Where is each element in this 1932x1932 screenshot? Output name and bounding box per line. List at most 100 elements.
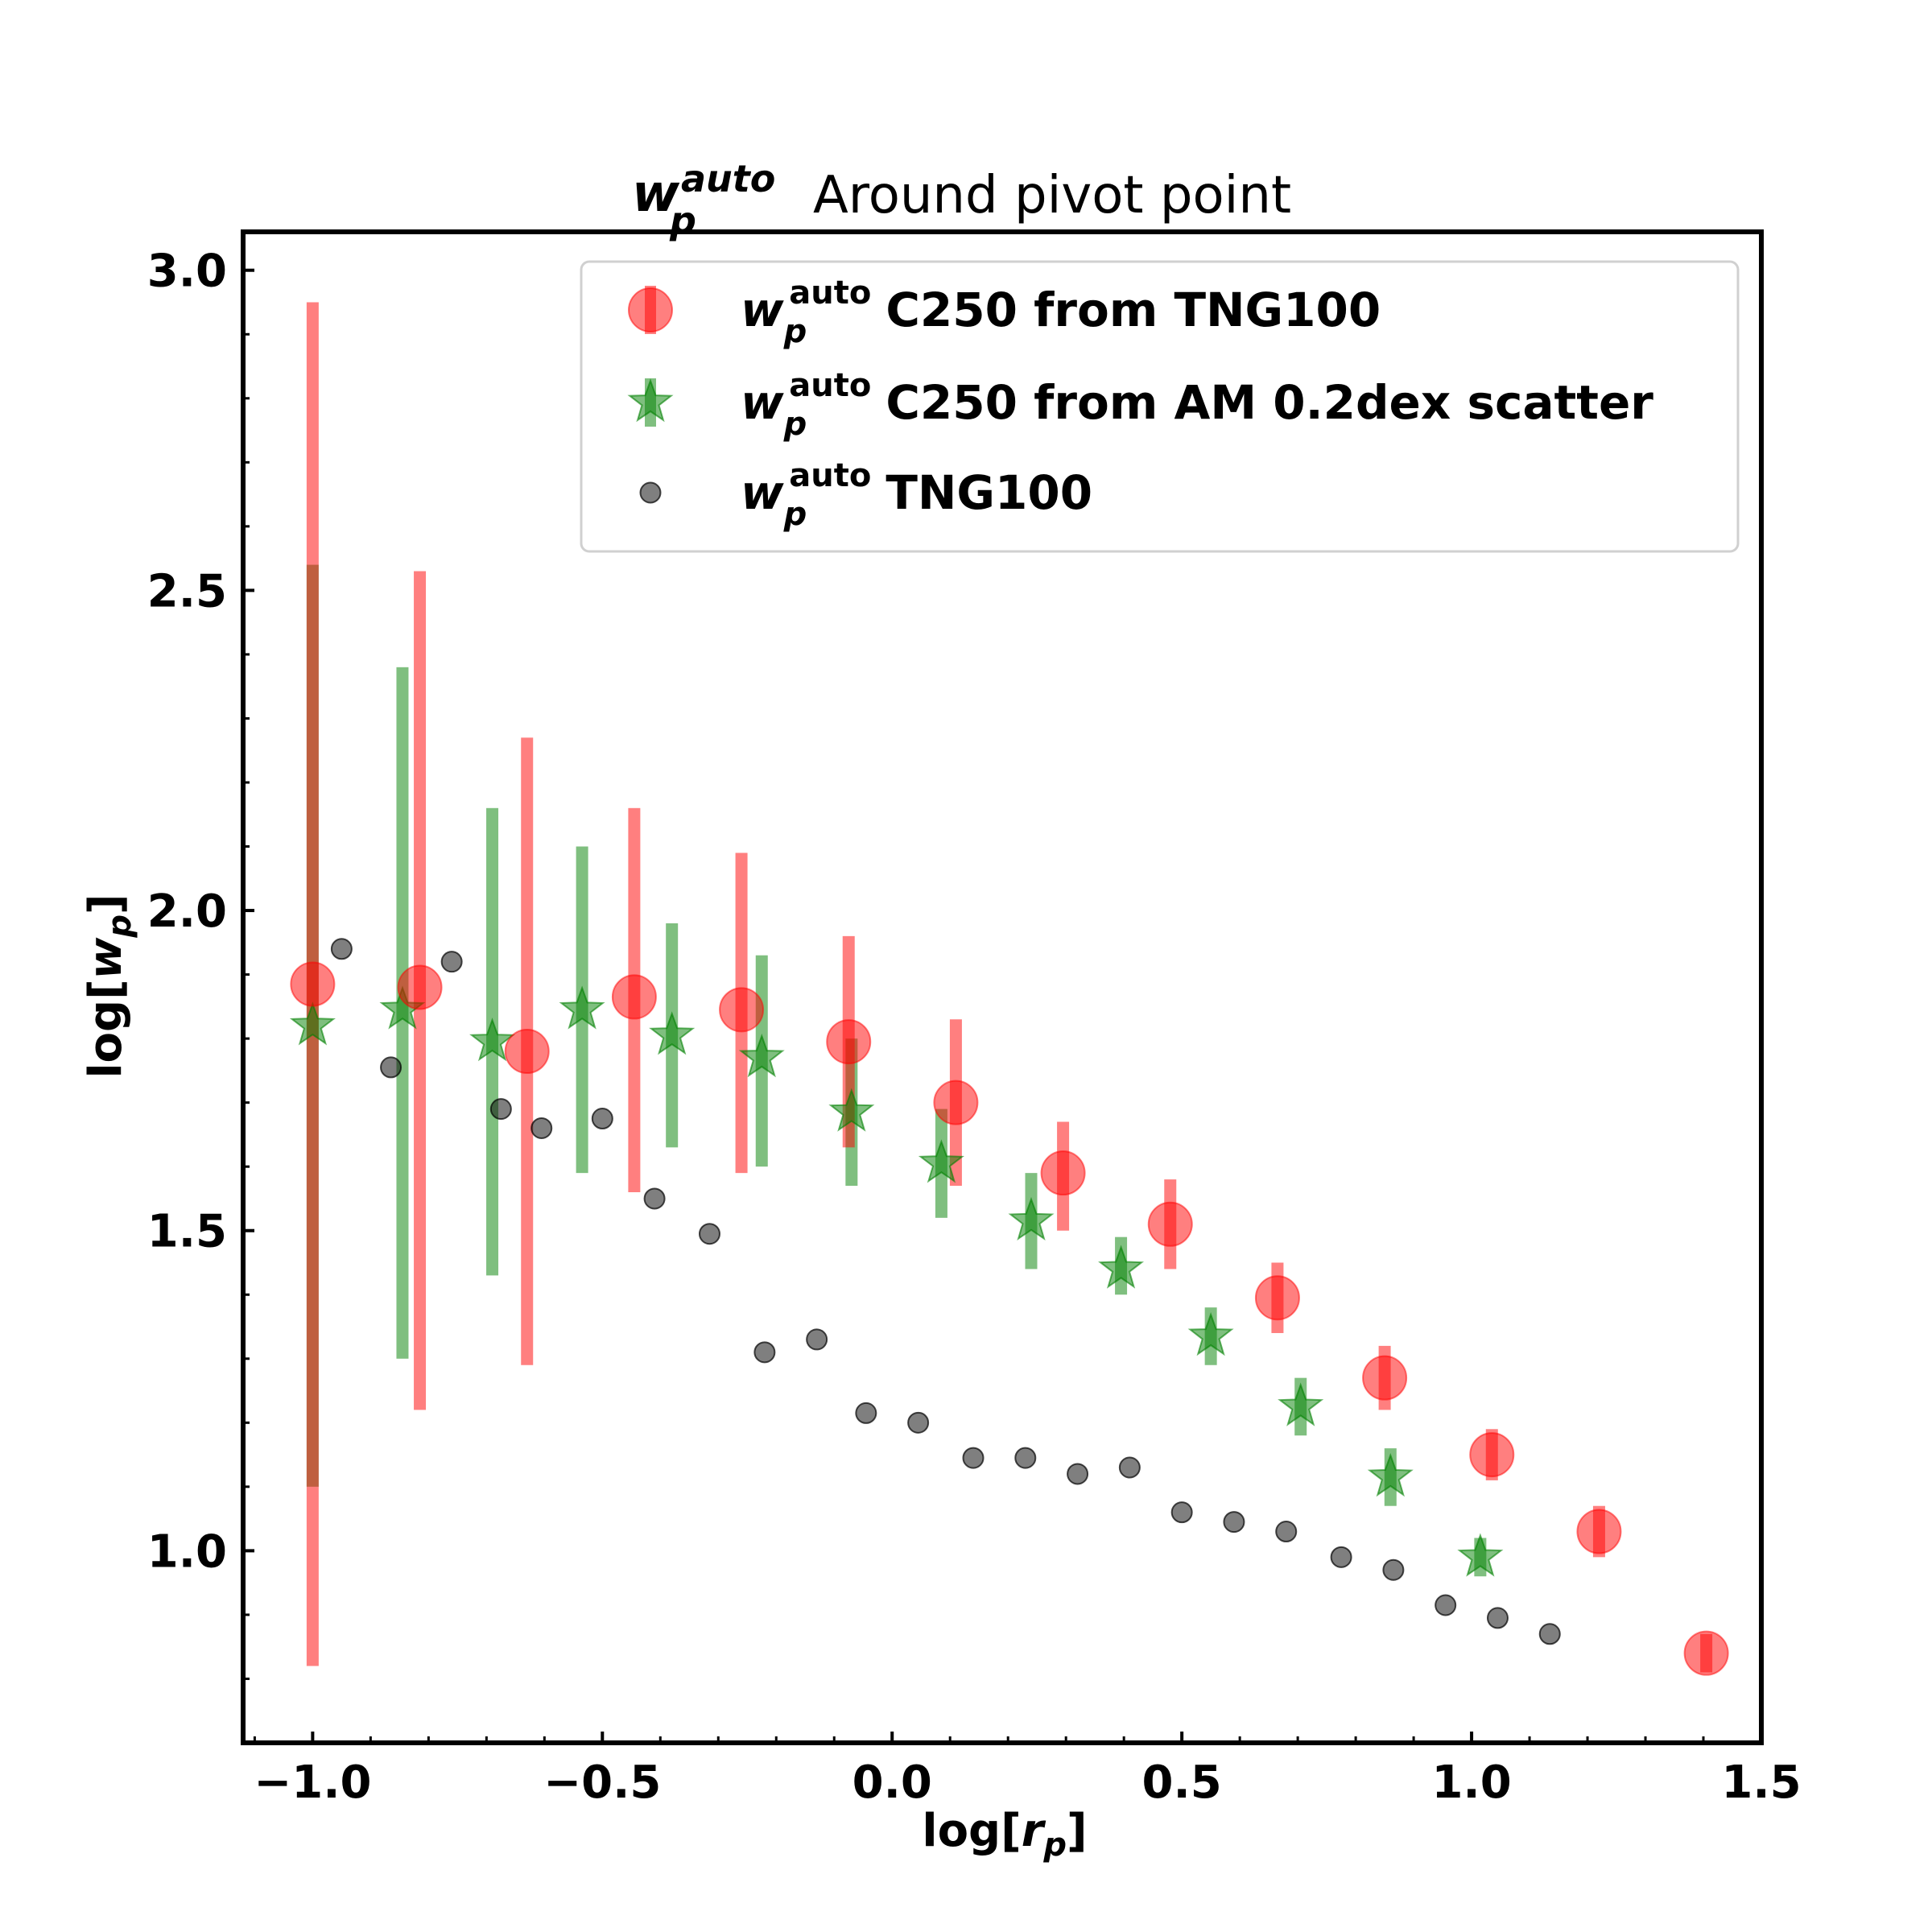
legend-symbol: w — [741, 375, 784, 430]
legend-symbol-sub: p — [783, 406, 807, 443]
am-c250-point — [649, 1011, 696, 1055]
tng100-c250-point — [1362, 1355, 1408, 1401]
legend-marker-am-c250 — [627, 378, 674, 423]
legend-symbol-sub: p — [783, 313, 807, 350]
tng100-point — [1170, 1501, 1193, 1524]
legend-symbol-sub: p — [783, 496, 807, 533]
y-axis-label: log[wp] — [80, 894, 138, 1078]
tng100-point — [806, 1328, 828, 1351]
y-label-prefix: log[ — [80, 979, 132, 1078]
tng100-point — [1118, 1456, 1141, 1479]
markers-layer — [289, 938, 1729, 1676]
errorbars-layer — [306, 302, 1713, 1673]
am-c250-point — [1457, 1533, 1504, 1577]
tng100-c250-point — [1576, 1509, 1622, 1554]
am-c250-point — [1278, 1382, 1324, 1426]
x-axis-label: log[rp] — [922, 1805, 1087, 1864]
tng100-point — [962, 1447, 985, 1469]
tng100-point — [1486, 1607, 1509, 1629]
tng100-point — [1538, 1623, 1561, 1645]
tng100-point — [1435, 1594, 1457, 1616]
tng100-point — [1275, 1521, 1298, 1543]
tng100-point — [855, 1402, 877, 1424]
legend-marker-tng100 — [639, 481, 662, 504]
title-symbol-sup: auto — [681, 157, 775, 200]
legend-label-2: wpauto TNG100 — [741, 457, 1092, 533]
tng100-point — [643, 1187, 666, 1210]
tng100-c250-point — [826, 1019, 872, 1065]
tng100-c250-point — [1683, 1630, 1729, 1676]
tng100-point — [530, 1117, 553, 1139]
legend-label-0: wpauto C250 from TNG100 — [741, 275, 1381, 350]
y-label-var: w — [80, 937, 132, 979]
am-c250-point — [738, 1034, 785, 1078]
legend-text: C250 from AM 0.2dex scatter — [886, 375, 1653, 430]
x-tick-label: −1.0 — [254, 1757, 371, 1809]
y-tick-label: 1.5 — [147, 1206, 227, 1258]
tng100-point — [698, 1223, 720, 1245]
legend-symbol-sup: auto — [789, 367, 871, 404]
x-tick-label: 0.5 — [1142, 1757, 1222, 1809]
x-tick-label: 1.5 — [1721, 1757, 1801, 1809]
y-tick-label: 1.0 — [147, 1525, 227, 1578]
am-c250-point — [1187, 1312, 1234, 1356]
y-label-suffix: ] — [80, 894, 132, 914]
legend-text: TNG100 — [886, 465, 1092, 520]
tng100-point — [330, 938, 353, 960]
plot-frame — [241, 229, 1764, 1745]
legend-marker-tng100-c250 — [628, 287, 673, 332]
tng100-c250-point — [290, 961, 336, 1007]
x-label-suffix: ] — [1067, 1805, 1088, 1857]
am-c250-point — [1367, 1452, 1414, 1497]
tng100-point — [1014, 1447, 1037, 1469]
y-label-sub: p — [101, 914, 138, 939]
x-tick-label: 0.0 — [852, 1757, 932, 1809]
tng100-point — [1067, 1463, 1089, 1485]
legend-box — [580, 260, 1740, 553]
am-c250-point — [1098, 1245, 1145, 1289]
tng100-c250-point — [397, 964, 443, 1010]
am-c250-point — [289, 1001, 336, 1046]
y-tick-label: 3.0 — [147, 246, 227, 298]
am-c250-point — [559, 985, 605, 1030]
legend-label-1: wpauto C250 from AM 0.2dex scatter — [741, 367, 1653, 443]
am-c250-point — [1008, 1196, 1055, 1241]
tng100-c250-point — [611, 974, 657, 1020]
tng100-point — [1382, 1558, 1405, 1581]
tng100-point — [440, 951, 463, 973]
tng100-c250-point — [933, 1080, 979, 1125]
tng100-c250-point — [719, 987, 765, 1033]
x-label-prefix: log[ — [922, 1805, 1021, 1857]
legend-symbol: w — [741, 283, 784, 337]
title-symbol-sub: p — [669, 199, 696, 242]
x-tick-label: −0.5 — [543, 1757, 661, 1809]
tng100-point — [907, 1411, 930, 1434]
tng100-point — [1223, 1511, 1245, 1534]
tng100-point — [591, 1108, 613, 1130]
x-tick-label: 1.0 — [1431, 1757, 1511, 1809]
legend-symbol: w — [741, 465, 784, 520]
tng100-c250-point — [1040, 1150, 1086, 1196]
legend-text: C250 from TNG100 — [886, 283, 1381, 337]
legend-symbol-sup: auto — [789, 275, 871, 312]
ticks-layer: −1.0 −0.5 0.0 0.5 1.0 1.5 1.0 1.5 2.0 2.5 3.0 — [147, 246, 1802, 1809]
am-c250-point — [828, 1088, 875, 1132]
tng100-c250-point — [504, 1029, 550, 1075]
y-tick-label: 2.0 — [147, 886, 227, 938]
tng100-c250-point — [1147, 1201, 1193, 1247]
tng100-c250-point — [1254, 1275, 1300, 1321]
tng100-c250-point — [1469, 1432, 1515, 1478]
tng100-point — [489, 1098, 512, 1121]
am-c250-point — [918, 1139, 964, 1183]
x-label-var: r — [1022, 1805, 1046, 1857]
tng100-point — [380, 1056, 402, 1079]
title-symbol: w — [632, 164, 680, 224]
am-c250-point — [469, 1018, 516, 1062]
legend-symbol-sup: auto — [789, 457, 871, 494]
tng100-point — [1330, 1546, 1352, 1568]
chart-title: Around pivot point — [813, 166, 1291, 225]
tng100-point — [753, 1341, 776, 1364]
